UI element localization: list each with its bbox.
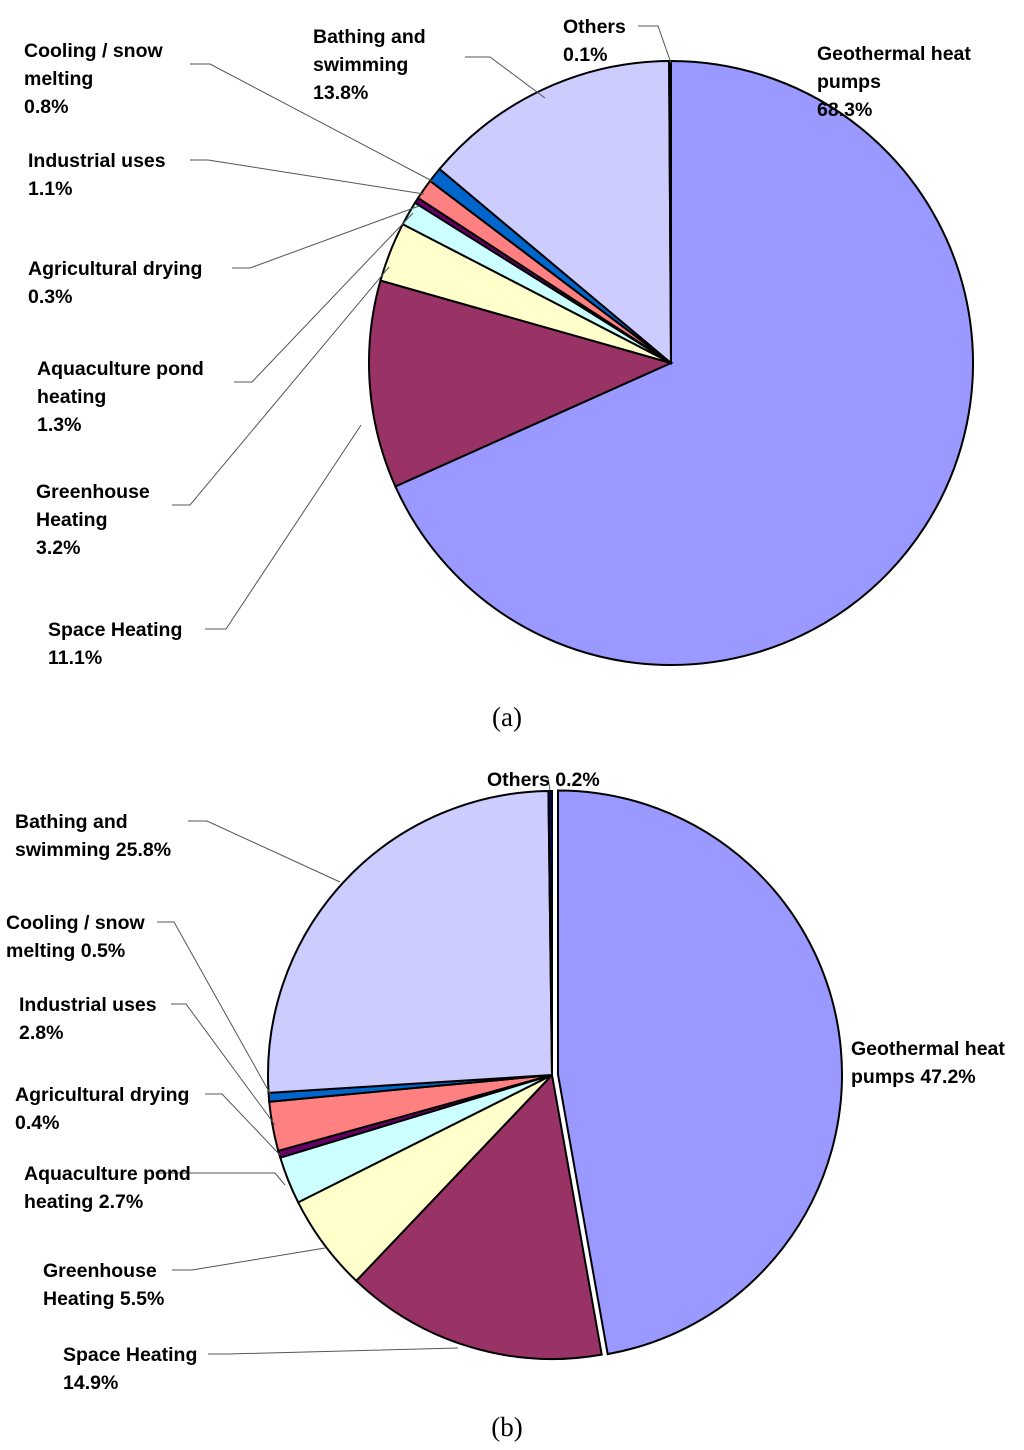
pie-chart-b: Geothermal heat pumps 47.2% Space Heating 1… [6,769,1005,1442]
pie-b-label-line: Others 0.2% [487,769,600,791]
pie-a-slices [368,59,975,666]
pie-a-label-line: 68.3% [817,99,872,121]
pie-a-label-line: pumps [817,71,881,93]
pie-a-label-industrial-uses: Industrial uses 1.1% [28,150,166,200]
pie-a-label-line: swimming [313,54,408,76]
pie-a-slice-space-heating [368,279,674,488]
pie-b-label-aquaculture-pond-heating: Aquaculture pond heating 2.7% [24,1163,191,1213]
pie-a-label-line: Heating [36,509,108,531]
pie-a-leader-aquaculture-pond-heating [234,212,414,383]
pie-b-label-greenhouse-heating: Greenhouse Heating 5.5% [43,1260,164,1310]
pie-b-leader-others [547,777,551,791]
pie-a-label-line: 11.1% [48,647,102,669]
pie-a-label-agricultural-drying: Agricultural drying 0.3% [28,258,202,308]
pie-b-label-line: 2.8% [19,1022,63,1044]
pie-a-label-others: Others 0.1% [563,16,626,66]
pie-b-label-line: Greenhouse [43,1260,157,1282]
pie-a-label-geothermal-heat-pumps: Geothermal heat pumps 68.3% [817,43,971,121]
pie-a-leader-greenhouse-heating [172,266,390,506]
pie-a-label-line: Bathing and [313,26,426,48]
pie-b-label-bathing-and-swimming: Bathing and swimming 25.8% [15,811,171,861]
pie-b-label-line: heating 2.7% [24,1191,143,1213]
pie-b-label-line: Cooling / snow [6,912,145,934]
pie-b-label-line: Geothermal heat [851,1038,1005,1060]
pie-a-label-line: 1.3% [37,414,81,436]
pie-a-slice-geothermal-heat-pumps [394,59,975,666]
pie-b-slice-others [547,789,553,1076]
pie-a-leader-bathing-and-swimming [465,56,546,99]
pie-b-slices [267,789,843,1360]
pie-b-label-cooling-snow-melting: Cooling / snow melting 0.5% [6,912,145,962]
pie-b-label-line: 0.4% [15,1112,59,1134]
pie-b-label-line: pumps 47.2% [851,1066,976,1088]
pie-a-leader-industrial-uses [190,159,425,195]
pie-b-label-line: Space Heating [63,1344,197,1366]
pie-a-leader-space-heating [205,424,362,630]
pie-chart-a: Geothermal heat pumps 68.3% Space Heating 11… [24,16,975,732]
pie-b-label-agricultural-drying: Agricultural drying 0.4% [15,1084,189,1134]
pie-b-label-line: swimming 25.8% [15,839,171,861]
pie-b-leader-agricultural-drying [205,1093,281,1156]
pie-a-label-line: Cooling / snow [24,40,163,62]
pie-a-label-line: 13.8% [313,82,368,104]
pie-a-leader-others [638,25,672,64]
caption-a: (a) [492,702,522,732]
pie-b-leader-bathing-and-swimming [188,820,341,883]
pie-a-label-greenhouse-heating: Greenhouse Heating 3.2% [36,481,150,559]
pie-a-label-line: Space Heating [48,619,182,641]
pie-b-label-line: Heating 5.5% [43,1288,164,1310]
pie-b-label-line: Bathing and [15,811,128,833]
pie-a-label-line: 0.8% [24,96,68,118]
pie-a-label-space-heating: Space Heating 11.1% [48,619,182,669]
pie-b-slice-space-heating [354,1072,603,1360]
pie-b-leader-greenhouse-heating [172,1247,326,1271]
pie-b-leader-industrial-uses [171,1003,276,1126]
pie-a-label-line: Geothermal heat [817,43,971,65]
pie-b-label-industrial-uses: Industrial uses 2.8% [19,994,157,1044]
pie-b-label-space-heating: Space Heating 14.9% [63,1344,197,1394]
pie-a-label-line: 0.3% [28,286,72,308]
pie-a-label-aquaculture-pond-heating: Aquaculture pond heating 1.3% [37,358,204,436]
pie-b-label-line: Aquaculture pond [24,1163,191,1185]
pie-a-label-line: 3.2% [36,537,80,559]
pie-a-slice-bathing-and-swimming [438,60,673,366]
pie-a-label-line: Aquaculture pond [37,358,204,380]
pie-a-label-line: heating [37,386,106,408]
pie-a-label-line: Industrial uses [28,150,166,172]
pie-a-leader-lines [172,25,672,630]
pie-a-label-line: 1.1% [28,178,72,200]
pie-a-label-line: Greenhouse [36,481,150,503]
pie-a-label-bathing-and-swimming: Bathing and swimming 13.8% [313,26,426,104]
pie-b-label-line: Agricultural drying [15,1084,189,1106]
pie-b-labels: Geothermal heat pumps 47.2% Space Heating 1… [6,769,1005,1394]
pie-b-label-others: Others 0.2% [487,769,600,791]
pie-b-label-line: Industrial uses [19,994,157,1016]
pie-a-label-line: Others [563,16,626,38]
pie-b-label-geothermal-heat-pumps: Geothermal heat pumps 47.2% [851,1038,1005,1088]
pie-a-labels: Geothermal heat pumps 68.3% Space Heating 11… [24,16,971,669]
pie-b-label-line: 14.9% [63,1372,118,1394]
pie-b-leader-cooling-snow-melting [157,921,273,1098]
pie-a-leader-cooling-snow-melting [190,63,435,183]
pie-b-slice-geothermal-heat-pumps [556,789,843,1356]
pie-b-label-line: melting 0.5% [6,940,125,962]
pie-b-slice-bathing-and-swimming [267,790,554,1094]
caption-b: (b) [491,1412,522,1442]
pie-a-label-line: Agricultural drying [28,258,202,280]
pie-b-leader-aquaculture-pond-heating [155,1172,286,1186]
pie-a-label-line: melting [24,68,93,90]
pie-a-label-line: 0.1% [563,44,607,66]
pie-b-leader-lines [155,777,551,1355]
pie-b-leader-space-heating [208,1347,459,1355]
pie-a-leader-agricultural-drying [232,205,420,269]
pie-a-label-cooling-snow-melting: Cooling / snow melting 0.8% [24,40,163,118]
